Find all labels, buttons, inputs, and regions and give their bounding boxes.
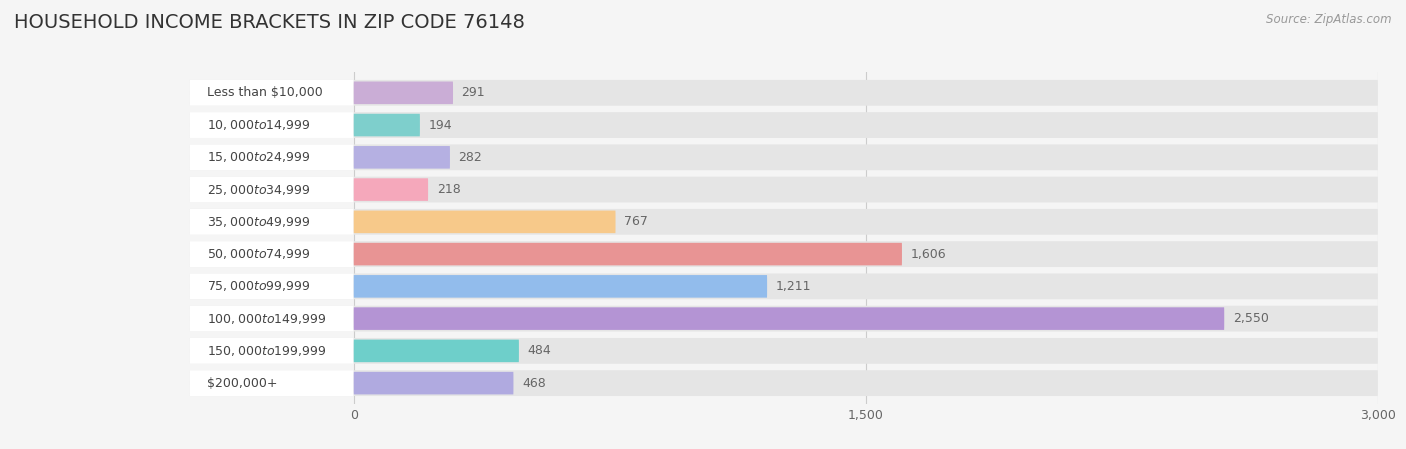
FancyBboxPatch shape [190, 306, 1378, 331]
Text: $50,000 to $74,999: $50,000 to $74,999 [207, 247, 311, 261]
FancyBboxPatch shape [354, 211, 616, 233]
Text: $25,000 to $34,999: $25,000 to $34,999 [207, 183, 311, 197]
Text: $35,000 to $49,999: $35,000 to $49,999 [207, 215, 311, 229]
FancyBboxPatch shape [190, 370, 1378, 396]
FancyBboxPatch shape [190, 370, 354, 396]
Text: Less than $10,000: Less than $10,000 [207, 86, 322, 99]
Text: 2,550: 2,550 [1233, 312, 1268, 325]
Text: $100,000 to $149,999: $100,000 to $149,999 [207, 312, 326, 326]
Text: $150,000 to $199,999: $150,000 to $199,999 [207, 344, 326, 358]
FancyBboxPatch shape [190, 176, 354, 202]
Text: 194: 194 [429, 119, 453, 132]
FancyBboxPatch shape [354, 339, 519, 362]
FancyBboxPatch shape [190, 80, 354, 106]
FancyBboxPatch shape [190, 112, 354, 138]
FancyBboxPatch shape [354, 114, 420, 136]
FancyBboxPatch shape [354, 275, 768, 298]
FancyBboxPatch shape [190, 112, 1378, 138]
FancyBboxPatch shape [190, 273, 354, 299]
FancyBboxPatch shape [354, 146, 450, 169]
FancyBboxPatch shape [354, 82, 453, 104]
Text: Source: ZipAtlas.com: Source: ZipAtlas.com [1267, 13, 1392, 26]
FancyBboxPatch shape [354, 307, 1225, 330]
Text: 484: 484 [527, 344, 551, 357]
FancyBboxPatch shape [354, 178, 427, 201]
FancyBboxPatch shape [354, 243, 903, 265]
FancyBboxPatch shape [190, 338, 354, 364]
Text: 1,211: 1,211 [776, 280, 811, 293]
Text: 767: 767 [624, 216, 648, 229]
FancyBboxPatch shape [190, 80, 1378, 106]
Text: 1,606: 1,606 [911, 247, 946, 260]
Text: $200,000+: $200,000+ [207, 377, 277, 390]
Text: 291: 291 [461, 86, 485, 99]
FancyBboxPatch shape [190, 176, 1378, 202]
FancyBboxPatch shape [190, 145, 1378, 170]
Text: 218: 218 [437, 183, 460, 196]
Text: 468: 468 [522, 377, 546, 390]
FancyBboxPatch shape [190, 241, 1378, 267]
Text: HOUSEHOLD INCOME BRACKETS IN ZIP CODE 76148: HOUSEHOLD INCOME BRACKETS IN ZIP CODE 76… [14, 13, 524, 32]
FancyBboxPatch shape [190, 145, 354, 170]
Text: 282: 282 [458, 151, 482, 164]
Text: $75,000 to $99,999: $75,000 to $99,999 [207, 279, 311, 293]
Text: $10,000 to $14,999: $10,000 to $14,999 [207, 118, 311, 132]
FancyBboxPatch shape [190, 338, 1378, 364]
FancyBboxPatch shape [190, 209, 354, 235]
FancyBboxPatch shape [190, 306, 354, 331]
FancyBboxPatch shape [190, 209, 1378, 235]
Text: $15,000 to $24,999: $15,000 to $24,999 [207, 150, 311, 164]
FancyBboxPatch shape [190, 273, 1378, 299]
FancyBboxPatch shape [190, 241, 354, 267]
FancyBboxPatch shape [354, 372, 513, 394]
